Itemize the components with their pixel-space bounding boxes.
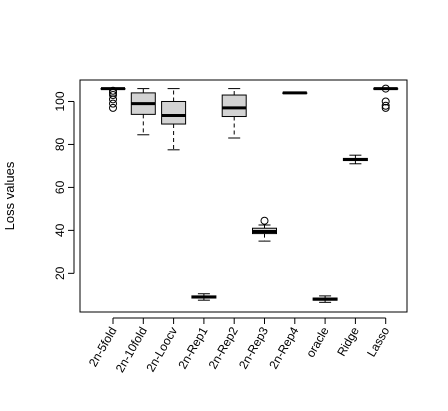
y-axis: 20 40 60 80 100 xyxy=(53,91,75,280)
box-oracle xyxy=(312,295,338,303)
box-Ridge xyxy=(342,154,368,165)
outlier-point xyxy=(381,103,390,112)
x-tick-label: Lasso xyxy=(364,324,392,359)
box-2n-Rep1 xyxy=(191,293,217,301)
y-tick-label: 80 xyxy=(53,137,67,151)
y-tick-label: 40 xyxy=(53,223,67,237)
y-tick-label: 20 xyxy=(53,266,67,280)
outlier-point xyxy=(109,95,117,104)
box-iqr xyxy=(161,100,187,125)
box-2n-Rep4 xyxy=(282,91,308,95)
x-tick-label: 2n-Rep4 xyxy=(266,324,301,371)
box-2n-10fold xyxy=(130,88,156,136)
box-2n-Rep3 xyxy=(252,216,277,242)
x-tick-label: 2n-5fold xyxy=(86,325,120,370)
outlier-point xyxy=(381,84,390,93)
outlier-point xyxy=(260,216,269,225)
box-Lasso xyxy=(373,84,399,112)
boxes-group xyxy=(100,84,399,303)
box-iqr xyxy=(221,94,247,118)
outlier-point xyxy=(109,103,117,112)
x-tick-label: Ridge xyxy=(334,324,362,358)
outlier-point xyxy=(109,99,117,108)
x-tick-label: oracle xyxy=(303,324,332,360)
outlier-point xyxy=(381,101,390,110)
y-tick-label: 60 xyxy=(53,180,67,194)
y-axis-label: Loss values xyxy=(2,161,17,230)
y-tick-label: 100 xyxy=(53,91,67,111)
outlier-point xyxy=(381,97,390,106)
box-2n-5fold xyxy=(100,86,126,112)
plot-frame xyxy=(79,79,408,313)
outlier-point xyxy=(109,86,117,95)
box-2n-Rep2 xyxy=(221,88,247,139)
box-2n-Loocv xyxy=(161,88,187,151)
outlier-point xyxy=(109,88,117,97)
outlier-point xyxy=(109,91,117,100)
x-axis: 2n-5fold2n-10fold2n-Loocv2n-Rep12n-Rep22… xyxy=(86,317,392,375)
